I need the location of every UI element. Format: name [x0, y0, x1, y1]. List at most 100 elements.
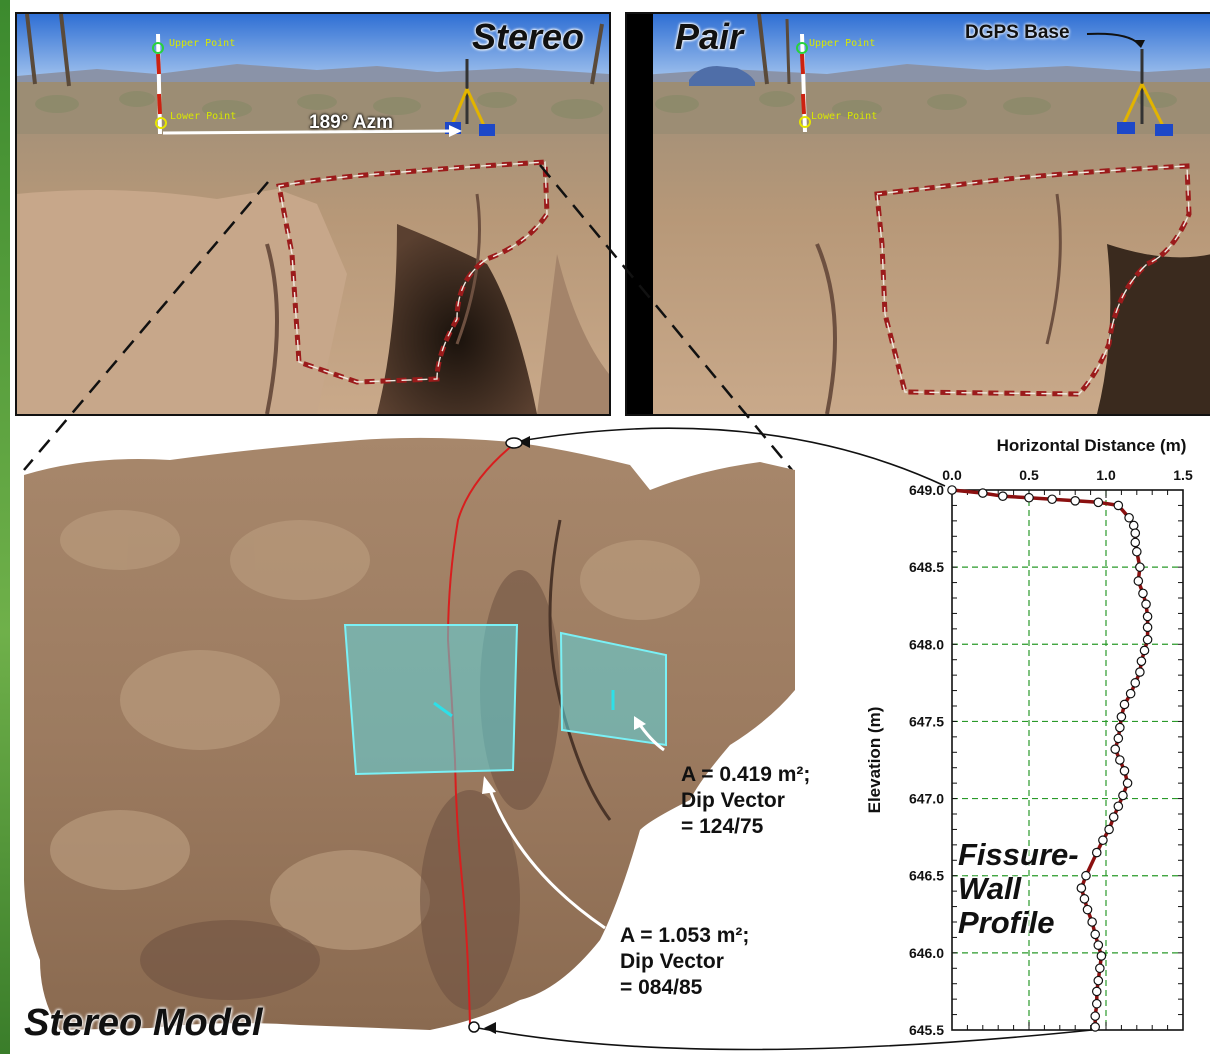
profile-data-point: [1090, 929, 1101, 940]
left-photo-title: Stereo: [472, 16, 585, 57]
y-tick-label: 647.0: [909, 791, 944, 807]
y-tick-label: 648.0: [909, 636, 944, 652]
plane-b-callout: A = 1.053 m²; Dip Vector = 084/85: [620, 923, 749, 1001]
profile-data-point: [1139, 645, 1150, 656]
y-tick-label: 649.0: [909, 482, 944, 498]
x-tick-label: 0.5: [1019, 467, 1039, 483]
profile-data-point: [1113, 801, 1124, 812]
profile-data-point: [1125, 688, 1136, 699]
profile-data-point: [1093, 497, 1104, 508]
profile-data-point: [1095, 963, 1105, 974]
plane-a-dip-value: = 124/75: [681, 815, 764, 838]
profile-data-point: [1142, 634, 1153, 645]
profile-data-point: [1024, 492, 1034, 503]
plane-a-dip-label: Dip Vector: [681, 789, 785, 812]
profile-data-point: [1082, 904, 1093, 915]
profile-data-point: [1098, 835, 1108, 846]
stereo-photo-left: Stereo Upper Point Lower Point 189° Azm: [15, 12, 611, 416]
profile-data-point: [1113, 733, 1124, 744]
profile-data-point: [1090, 1022, 1101, 1032]
profile-data-point: [1091, 998, 1102, 1009]
profile-data-point: [1130, 537, 1141, 548]
profile-data-point: [1093, 940, 1104, 950]
profile-data-point: [1047, 494, 1057, 505]
plot-frame: [951, 489, 1184, 1031]
plane-b-dip-label: Dip Vector: [620, 950, 724, 973]
profile-data-point: [1135, 562, 1145, 572]
zoom-line-right: [539, 164, 793, 471]
x-tick-label: 0.0: [942, 467, 962, 483]
profile-data-point: [1076, 883, 1087, 893]
right-photo-scene: [627, 14, 1210, 414]
profile-data-point: [1119, 765, 1130, 776]
profile-data-point: [1135, 667, 1145, 677]
upper-point-label: Upper Point: [169, 38, 236, 49]
profile-data-point: [1091, 847, 1102, 858]
profile-data-point: [1119, 699, 1130, 710]
profile-data-point: [1142, 622, 1153, 633]
profile-data-point: [1113, 500, 1124, 511]
stereo-photo-right: Pair Upper Point Lower Point DGPS Base: [625, 12, 1210, 416]
x-tick-label: 1.0: [1096, 467, 1116, 483]
plane-a-callout: A = 0.419 m²; Dip Vector = 124/75: [681, 762, 810, 840]
connector-top: [513, 427, 946, 487]
azimuth-label: 189° Azm: [309, 112, 393, 133]
profile-data-point: [947, 485, 957, 495]
profile-data-point: [1070, 495, 1080, 506]
profile-data-point: [1108, 812, 1119, 822]
profile-data-point: [1133, 576, 1144, 586]
profile-data-point: [1081, 870, 1091, 881]
profile-data-point: [1118, 790, 1128, 801]
plane-a-area: A = 0.419 m²;: [681, 763, 811, 786]
profile-data-point: [1115, 755, 1125, 765]
profile-data-point: [1104, 824, 1114, 835]
profile-data-point: [1093, 975, 1104, 986]
x-tick-label: 1.5: [1173, 467, 1193, 483]
profile-note-line-2: Wall: [958, 871, 1022, 906]
profile-data-point: [1128, 520, 1139, 531]
zoom-line-left: [23, 181, 269, 471]
profile-data-point: [1115, 722, 1125, 733]
plot-area: [952, 490, 1183, 1030]
y-tick-label: 646.5: [909, 868, 944, 884]
y-tick-label: 647.5: [909, 713, 944, 729]
profile-data-point: [977, 488, 988, 498]
profile-data-point: [1132, 546, 1142, 557]
profile-data-point: [1130, 528, 1141, 538]
lower-point-label: Lower Point: [170, 111, 237, 122]
profile-data-point: [1141, 599, 1151, 609]
profile-data-point: [1116, 711, 1127, 722]
stereo-model-title: Stereo Model: [24, 1002, 263, 1044]
dgps-base-label: DGPS Base: [965, 22, 1070, 43]
plane-patch-small: [559, 631, 667, 747]
profile-data-point: [1090, 1011, 1101, 1021]
connector-bottom: [477, 1027, 1093, 1051]
profile-data-point: [1087, 917, 1097, 927]
y-tick-label: 646.0: [909, 945, 944, 961]
y-axis-label: Elevation (m): [865, 707, 884, 814]
profile-note-line-1: Fissure-: [958, 837, 1079, 872]
y-tick-label: 648.5: [909, 559, 944, 575]
profile-data-point: [1124, 512, 1134, 523]
profile-data-point: [1096, 951, 1107, 961]
dip-vector-large: [433, 701, 453, 718]
profile-data-point: [1142, 611, 1153, 622]
left-photo-scene: [17, 14, 609, 414]
profile-data-point: [1079, 894, 1090, 904]
profile-data-point: [1122, 778, 1133, 788]
plane-b-area: A = 1.053 m²;: [620, 924, 750, 947]
x-axis-label: Horizontal Distance (m): [997, 436, 1187, 455]
profile-note: Fissure- Wall Profile: [958, 838, 1079, 940]
profile-data-point: [1110, 744, 1121, 754]
background-edge-strip: [0, 0, 10, 1054]
profile-note-line-3: Profile: [958, 905, 1055, 940]
profile-data-point: [1138, 588, 1148, 599]
plane-patch-large: [343, 624, 519, 776]
lower-point-label-right: Lower Point: [811, 111, 878, 122]
upper-point-label-right: Upper Point: [809, 38, 876, 49]
profile-data-point: [1136, 656, 1147, 667]
profile-data-point: [998, 491, 1008, 501]
profile-data-point: [1091, 986, 1102, 997]
